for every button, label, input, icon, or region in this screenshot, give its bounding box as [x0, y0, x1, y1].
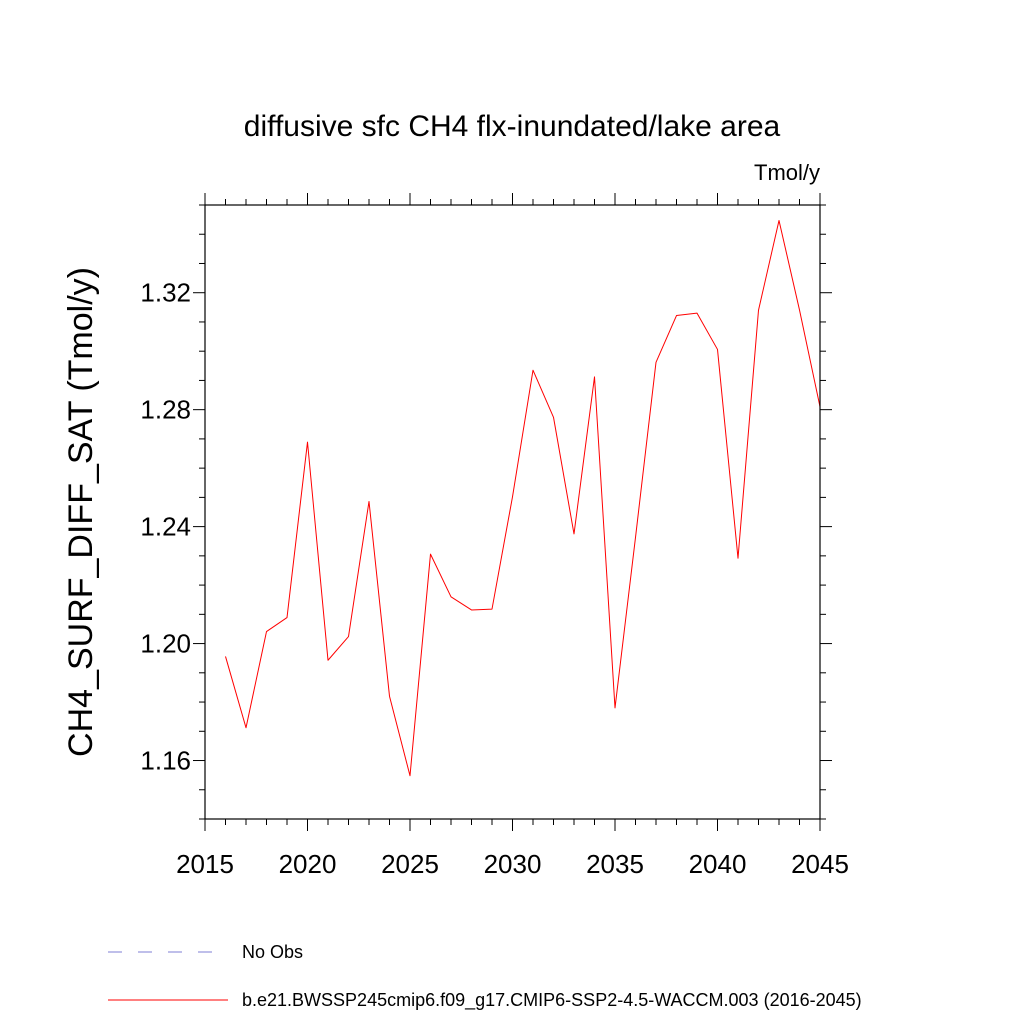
series-group [225, 220, 821, 777]
legend-label-model: b.e21.BWSSP245cmip6.f09_g17.CMIP6-SSP2-4… [242, 990, 862, 1011]
y-tick-label: 1.20 [140, 629, 191, 659]
x-tick-label: 2035 [586, 849, 644, 879]
x-tick-label: 2020 [279, 849, 337, 879]
axis-ticks [193, 193, 832, 831]
x-tick-label: 2015 [176, 849, 234, 879]
legend: No Obs b.e21.BWSSP245cmip6.f09_g17.CMIP6… [108, 942, 862, 1011]
y-tick-label: 1.24 [140, 512, 191, 542]
x-tick-label: 2045 [791, 849, 849, 879]
plot-frame [204, 204, 821, 820]
y-axis-label: CH4_SURF_DIFF_SAT (Tmol/y) [62, 267, 100, 757]
axis-tick-labels: 2015 2020 2025 2030 2035 2040 2045 1.16 1.20 1.24… [140, 278, 849, 879]
units-label: Tmol/y [754, 160, 820, 185]
legend-label-no-obs: No Obs [242, 942, 303, 962]
y-tick-label: 1.32 [140, 278, 191, 308]
chart-title: diffusive sfc CH4 flx-inundated/lake are… [244, 110, 781, 143]
x-tick-label: 2040 [689, 849, 747, 879]
x-tick-label: 2030 [484, 849, 542, 879]
x-tick-label: 2025 [381, 849, 439, 879]
y-tick-label: 1.28 [140, 395, 191, 425]
y-tick-label: 1.16 [140, 746, 191, 776]
series-line-0 [225, 220, 821, 777]
